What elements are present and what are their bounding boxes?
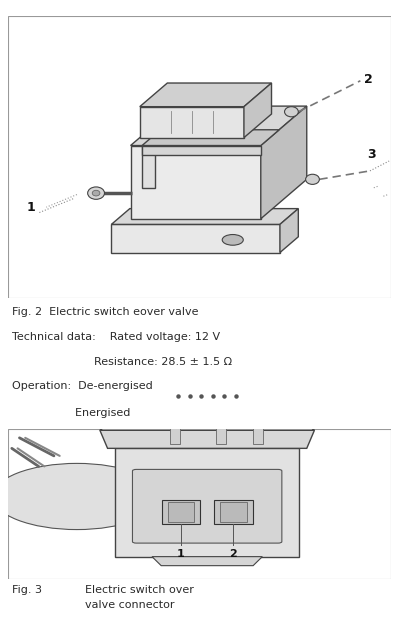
Polygon shape [280, 209, 298, 253]
Polygon shape [142, 130, 279, 145]
Circle shape [0, 463, 161, 529]
Bar [216, 429, 226, 444]
Bar [162, 500, 200, 524]
Text: 1: 1 [27, 201, 36, 214]
Text: Electric switch over
valve connector: Electric switch over valve connector [85, 585, 194, 610]
Text: Fig. 3: Fig. 3 [12, 585, 42, 595]
Bar [253, 429, 263, 444]
Text: 1: 1 [177, 549, 185, 559]
Polygon shape [244, 83, 271, 138]
Circle shape [92, 190, 100, 196]
Bar [170, 429, 180, 444]
Text: Fig. 2  Electric switch eover valve: Fig. 2 Electric switch eover valve [12, 307, 198, 317]
Bar [214, 500, 253, 524]
Text: 2: 2 [364, 73, 373, 86]
Text: Operation:  De-energised: Operation: De-energised [12, 381, 152, 391]
Circle shape [306, 174, 319, 184]
Bar [220, 502, 247, 522]
Ellipse shape [222, 234, 243, 245]
Polygon shape [140, 83, 271, 107]
Polygon shape [115, 449, 299, 557]
Text: Energised: Energised [12, 408, 130, 418]
Polygon shape [140, 107, 244, 138]
Circle shape [88, 187, 105, 199]
Polygon shape [130, 145, 261, 219]
Polygon shape [261, 106, 307, 219]
Polygon shape [100, 424, 314, 430]
Bar [142, 145, 261, 156]
Polygon shape [130, 106, 307, 145]
Text: 3: 3 [367, 148, 376, 161]
Polygon shape [111, 209, 298, 225]
Polygon shape [152, 557, 262, 566]
Text: Technical data:    Rated voltage: 12 V: Technical data: Rated voltage: 12 V [12, 332, 220, 342]
Text: Resistance: 28.5 ± 1.5 Ω: Resistance: 28.5 ± 1.5 Ω [94, 356, 232, 367]
Bar [142, 145, 156, 188]
Circle shape [284, 107, 298, 117]
Polygon shape [111, 225, 280, 253]
Polygon shape [100, 430, 314, 449]
Bar [168, 502, 194, 522]
FancyBboxPatch shape [132, 469, 282, 543]
Text: 2: 2 [229, 549, 237, 559]
